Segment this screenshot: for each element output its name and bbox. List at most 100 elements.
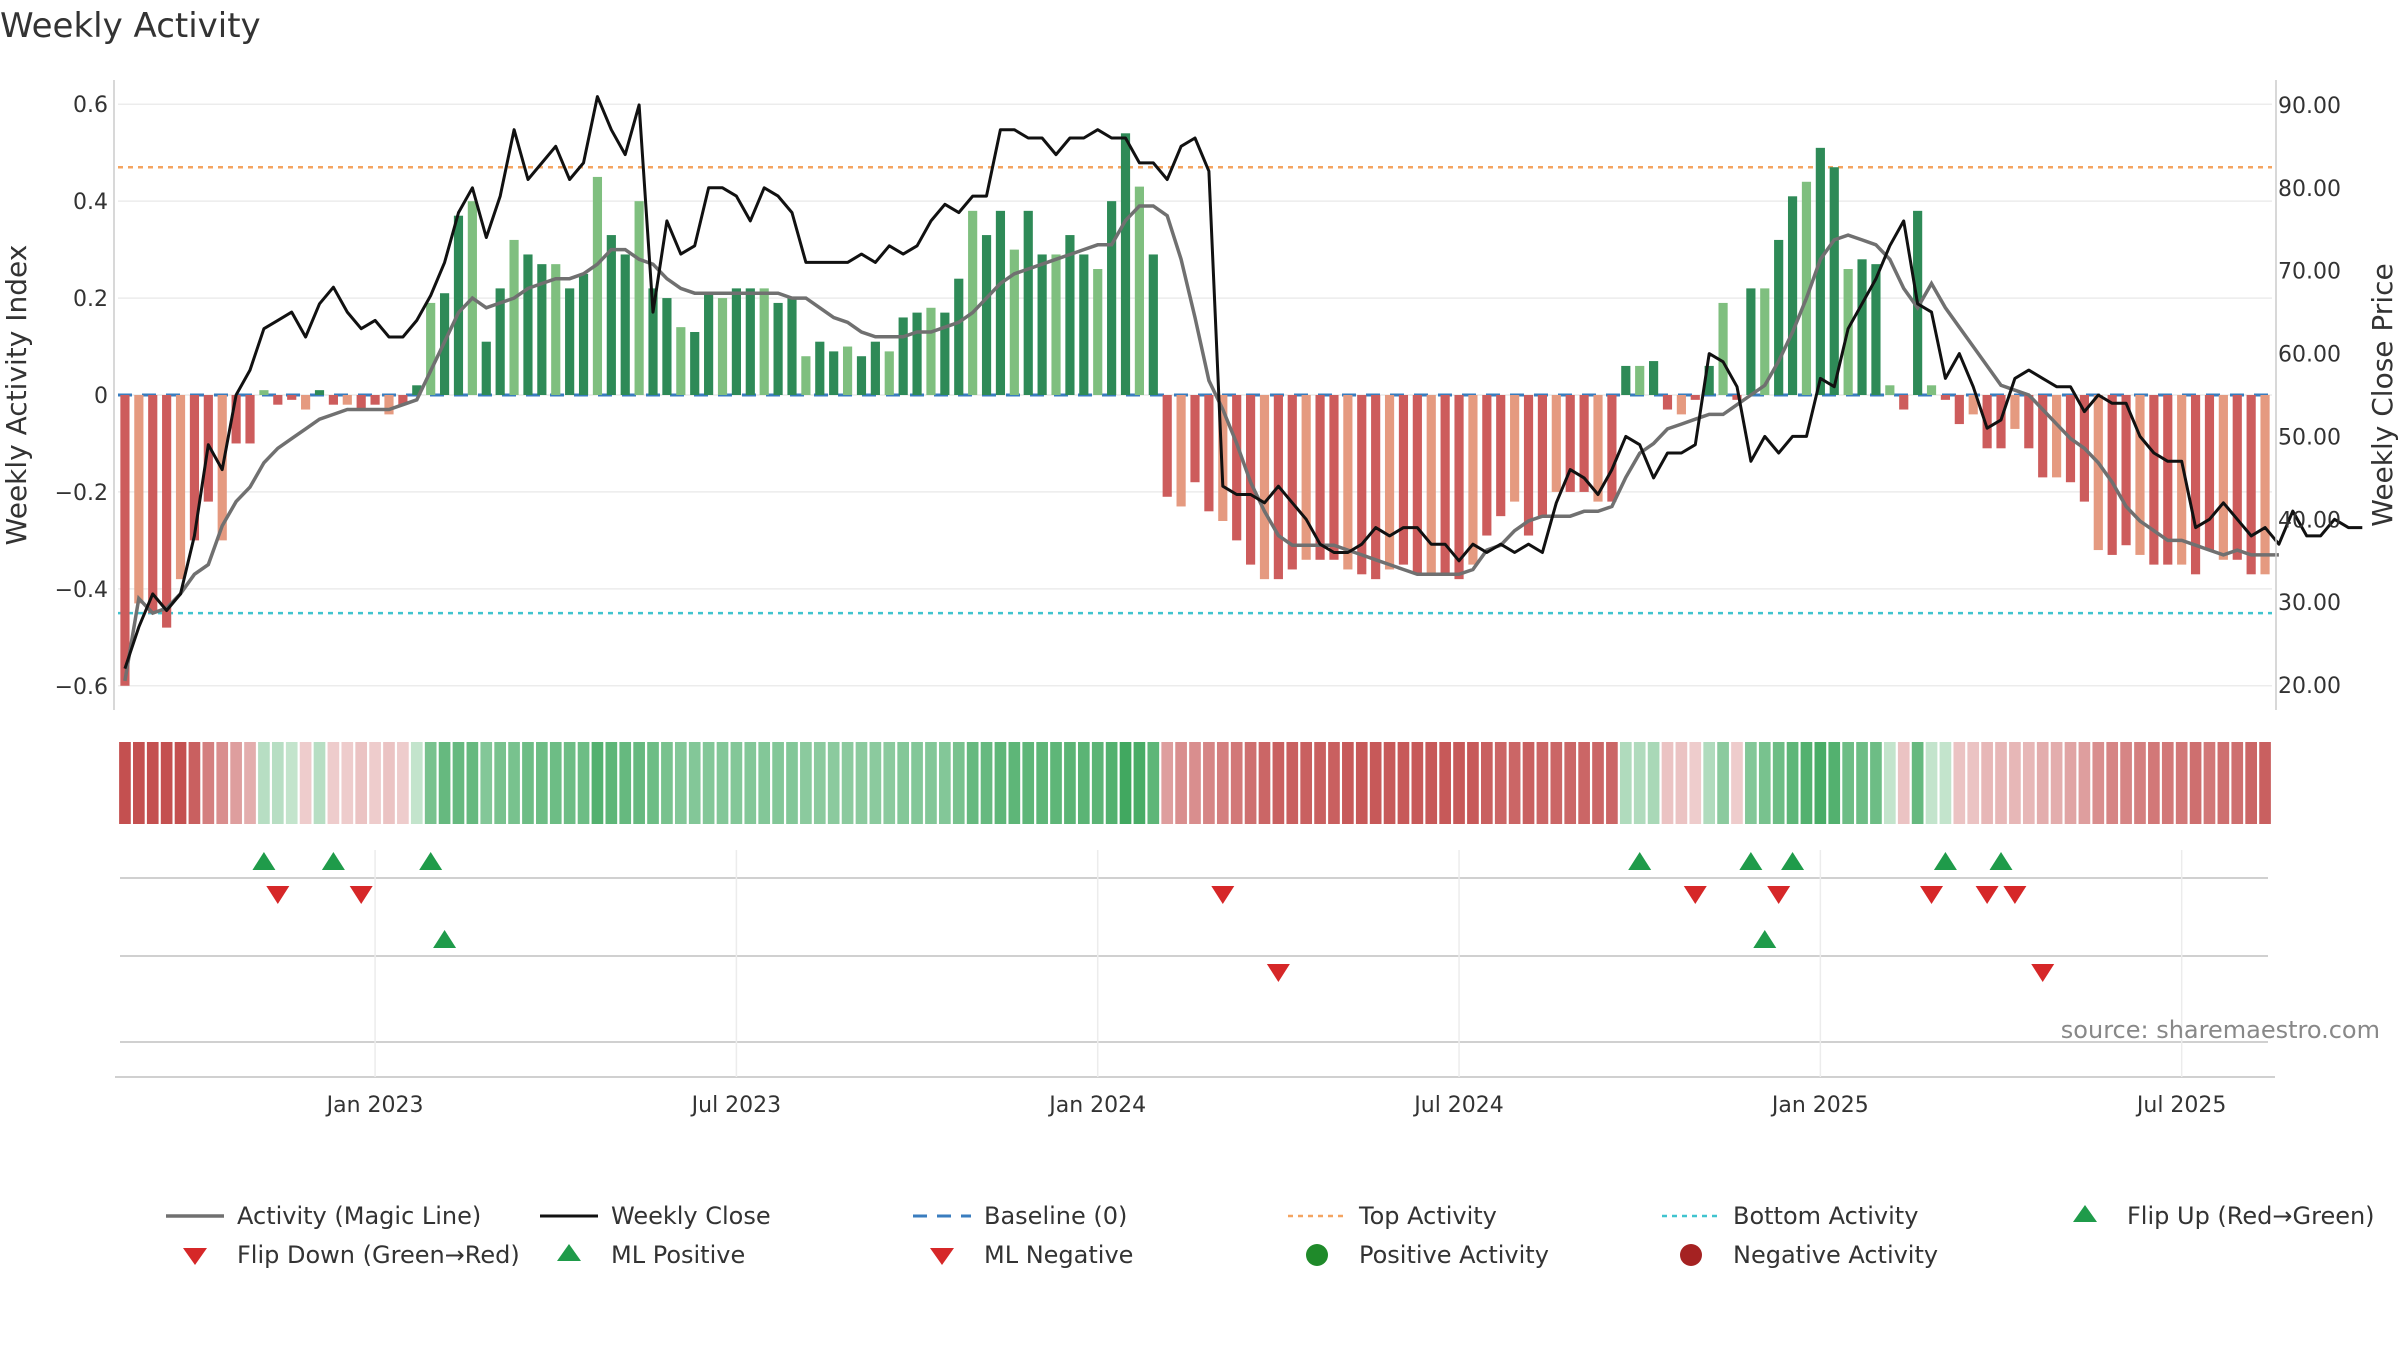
heatmap-cell	[2217, 742, 2230, 824]
heatmap-cell	[869, 742, 882, 824]
heatmap-cell	[841, 742, 854, 824]
heatmap-cell	[647, 742, 659, 824]
activity-bar	[1621, 365, 1631, 395]
heatmap-cell	[2148, 742, 2160, 824]
heatmap-cell	[925, 742, 937, 824]
legend-item-magic: Activity (Magic Line)	[166, 1202, 481, 1230]
activity-bar	[328, 395, 338, 405]
activity-bar	[1857, 259, 1867, 395]
heatmap-cell	[2022, 742, 2035, 824]
activity-bar	[1635, 365, 1645, 395]
heatmap-cell	[1856, 742, 1868, 824]
flip-down-marker	[266, 886, 290, 904]
heatmap-cell	[1689, 742, 1702, 824]
activity-bar	[2204, 395, 2215, 551]
heatmap-cell	[1536, 742, 1549, 824]
heatmap-cell	[2189, 742, 2202, 824]
heatmap-cell	[174, 742, 187, 824]
activity-bar	[453, 215, 464, 395]
activity-bar	[1996, 395, 2006, 449]
activity-bar	[1551, 395, 1561, 492]
activity-bar	[2107, 395, 2117, 555]
heatmap-cell	[133, 742, 145, 824]
activity-bar	[1009, 249, 1019, 395]
heatmap-cell	[1411, 742, 1424, 824]
activity-bar	[870, 341, 880, 395]
flip-up-marker	[321, 852, 345, 870]
activity-bar	[2038, 395, 2048, 478]
legend-label: Positive Activity	[1359, 1241, 1549, 1269]
heatmap-cell	[1258, 742, 1271, 824]
heatmap-cell	[397, 742, 409, 824]
grid-lines	[118, 103, 2272, 687]
heatmap-cell	[758, 742, 771, 824]
heatmap-cell	[1383, 742, 1396, 824]
flip-down-marker	[1767, 886, 1791, 904]
activity-bar	[1662, 395, 1673, 410]
activity-bar	[1426, 395, 1436, 575]
activity-bar	[2010, 395, 2020, 429]
activity-bar	[731, 288, 741, 395]
activity-bar	[412, 385, 422, 395]
activity-bar	[245, 395, 255, 444]
activity-bar	[1760, 288, 1770, 395]
heatmap-cell	[1050, 742, 1062, 824]
heatmap-cell	[2259, 742, 2271, 824]
activity-bar	[1454, 395, 1464, 580]
heatmap-cell	[271, 742, 284, 824]
activity-bar	[1384, 395, 1395, 570]
activity-bar	[1329, 395, 1339, 560]
heatmap-cell	[1314, 742, 1326, 824]
activity-bar	[1190, 395, 1200, 483]
heatmap-cell	[633, 742, 645, 824]
activity-bar	[2024, 395, 2034, 449]
activity-bar	[676, 327, 686, 395]
heatmap-cell	[216, 742, 229, 824]
activity-bar	[148, 395, 158, 614]
activity-bar	[1676, 395, 1686, 415]
activity-bar	[1926, 385, 1937, 395]
activity-bar	[1593, 395, 1603, 502]
legend-label: ML Positive	[611, 1241, 745, 1269]
y-left-tick-label: 0	[94, 384, 108, 409]
legend-item-pos_activity: Positive Activity	[1306, 1241, 1549, 1269]
activity-bar	[1176, 395, 1186, 507]
heatmap-cell	[1522, 742, 1535, 824]
legend-swatch-triangle-up	[557, 1244, 581, 1261]
legend-label: ML Negative	[984, 1241, 1133, 1269]
activity-bar	[1954, 395, 1964, 425]
activity-bar	[2246, 395, 2256, 575]
heatmap-cell	[2050, 742, 2063, 824]
heatmap-cell	[480, 742, 493, 824]
x-tick-label: Jan 2023	[325, 1093, 424, 1118]
y-right-tick-label: 20.00	[2278, 674, 2341, 699]
y-left-tick-label: 0.6	[73, 93, 108, 118]
heatmap-cell	[2078, 742, 2091, 824]
flip-down-marker	[2003, 886, 2027, 904]
heatmap-cell	[1870, 742, 1882, 824]
heatmap-cell	[1758, 742, 1771, 824]
heatmap-cell	[1939, 742, 1952, 824]
heatmap-cell	[591, 742, 604, 824]
legend-item-flip_down: Flip Down (Green→Red)	[183, 1241, 520, 1269]
activity-bars	[120, 133, 2270, 686]
heatmap-cell	[230, 742, 242, 824]
activity-bar	[1023, 210, 1033, 395]
activity-bar	[2163, 395, 2173, 565]
activity-bar	[1232, 395, 1242, 541]
activity-bar	[301, 395, 311, 410]
heatmap-cell	[744, 742, 757, 824]
activity-bar	[1259, 395, 1270, 580]
activity-bar	[1829, 167, 1839, 395]
heatmap-cell	[1953, 742, 1966, 824]
activity-bar	[273, 395, 283, 405]
heatmap-cell	[980, 742, 993, 824]
heatmap-cell	[1897, 742, 1910, 824]
activity-bar	[1649, 361, 1659, 395]
heatmap-cell	[1008, 742, 1021, 824]
source-credit: source: sharemaestro.com	[2061, 1016, 2380, 1044]
legend-swatch-triangle-down	[183, 1248, 207, 1265]
heatmap-cell	[966, 742, 979, 824]
heatmap-cell	[1342, 742, 1354, 824]
activity-bar	[634, 201, 644, 395]
